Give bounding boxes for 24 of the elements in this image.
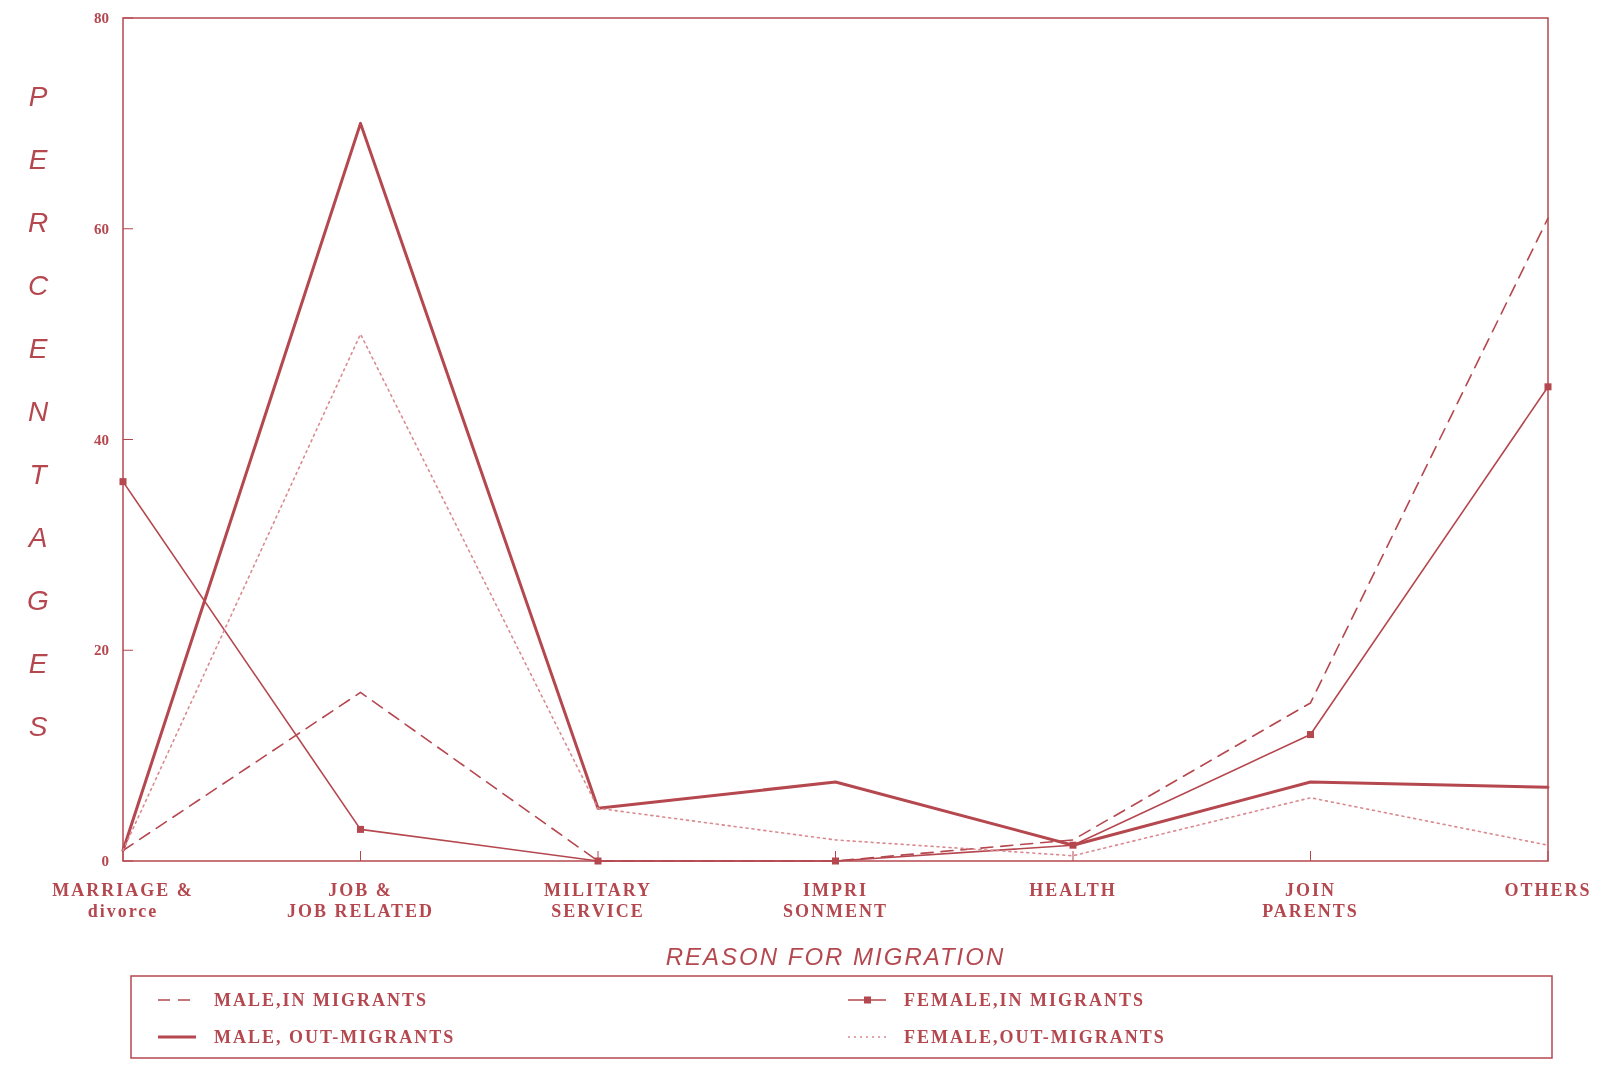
point (594, 857, 602, 865)
y-tick-label: 20 (94, 642, 109, 659)
legend-label: MALE, OUT-MIGRANTS (214, 1027, 456, 1047)
y-tick-label: 60 (94, 220, 109, 237)
legend-label: MALE,IN MIGRANTS (214, 990, 429, 1010)
text: PERCENTAGES (27, 81, 49, 742)
x-tick-label: HEALTH (1029, 880, 1117, 900)
point (119, 478, 127, 486)
point (832, 857, 839, 865)
legend-label: FEMALE,IN MIGRANTS (904, 990, 1146, 1010)
x-tick-label: JOB & JOB RELATED (286, 880, 435, 921)
x-tick-label: MILITARY SERVICE (543, 880, 653, 921)
y-tick-label: 0 (101, 853, 109, 869)
point (1307, 731, 1314, 739)
y-tick-label: 80 (94, 10, 109, 26)
point (1544, 383, 1552, 391)
point (357, 825, 364, 833)
y-tick-label: 40 (94, 431, 109, 448)
x-axis-title: REASON FOR MIGRATION (665, 943, 1006, 970)
legend-label: FEMALE,OUT-MIGRANTS (904, 1027, 1166, 1047)
x-tick-label: JOIN PARENTS (1262, 880, 1359, 921)
x-tick-label: OTHERS (1504, 880, 1592, 900)
x-tick-label: MARRIAGE & divorce (52, 880, 194, 921)
x-tick-label: IMPRI SONMENT (782, 880, 889, 921)
